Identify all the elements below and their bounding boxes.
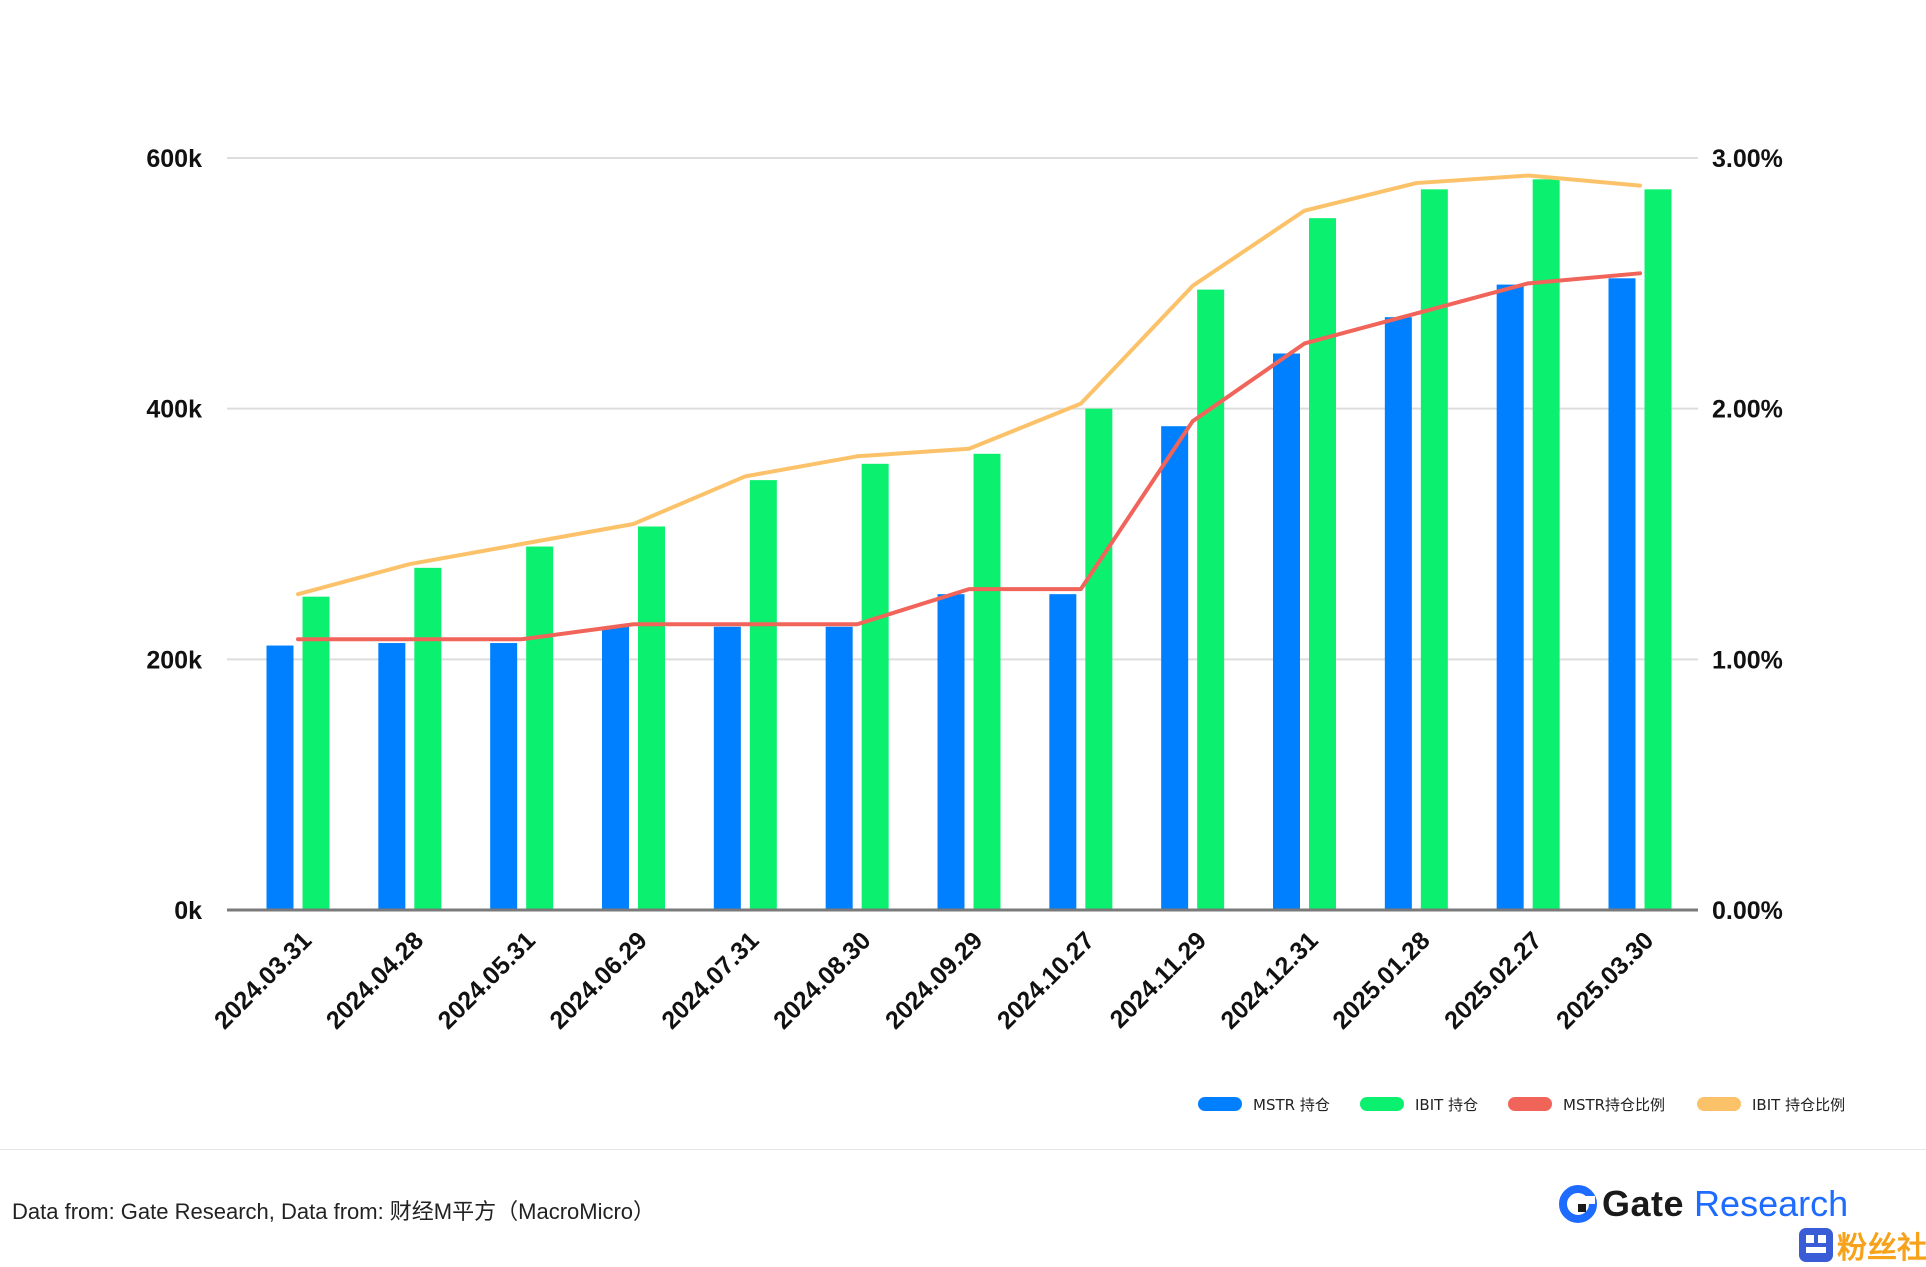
legend-label[interactable]: MSTR 持仓 [1253,1096,1330,1114]
bar-ibit[interactable] [1197,289,1225,911]
bar-ibit[interactable] [526,546,554,910]
bar-mstr[interactable] [266,645,294,910]
brand-gate-text: Gate [1602,1183,1685,1224]
left-axis-tick-label: 600k [146,145,202,173]
bar-mstr[interactable] [1161,426,1189,910]
watermark: 粉丝社区 [1797,1223,1926,1267]
x-axis-tick-label: 2024.09.29 [880,926,988,1034]
bar-mstr[interactable] [825,626,853,910]
ibit-ratio-line[interactable] [296,173,1642,597]
bar-ibit[interactable] [1309,218,1336,910]
bar-ibit[interactable] [302,596,330,910]
bar-ibit[interactable] [1420,189,1448,911]
mstr-ratio-line[interactable] [296,271,1642,642]
bar-mstr[interactable] [1049,594,1077,910]
legend-swatch[interactable] [1360,1097,1404,1111]
legend-label[interactable]: MSTR持仓比例 [1563,1096,1665,1114]
bar-mstr[interactable] [1384,317,1412,910]
data-source-text: Data from: Gate Research, Data from: 财经M… [12,1199,656,1224]
right-axis-tick-label: 2.00% [1712,396,1783,424]
right-axis-tick-label: 3.00% [1712,145,1783,173]
bar-ibit[interactable] [861,463,889,910]
bar-ibit[interactable] [414,567,442,910]
right-axis-tick-label: 0.00% [1712,897,1783,925]
x-axis-tick-label: 2024.03.31 [209,926,317,1034]
watermark-icon [1799,1228,1833,1262]
legend-label[interactable]: IBIT 持仓比例 [1752,1096,1845,1114]
x-axis-tick-label: 2024.07.31 [656,926,764,1034]
bar-ibit[interactable] [749,480,777,910]
bar-mstr[interactable] [490,643,518,910]
legend-label[interactable]: IBIT 持仓 [1415,1096,1478,1114]
grid-lines [227,157,1698,661]
gate-logo-icon [1559,1185,1597,1223]
watermark-text: 粉丝社区 [1837,1232,1926,1265]
bar-mstr[interactable] [937,594,965,910]
x-axis-tick-label: 2024.04.28 [321,926,429,1034]
left-axis-tick-label: 400k [146,396,202,424]
x-axis-tick-label: 2024.05.31 [433,926,541,1034]
x-axis-tick-label: 2025.02.27 [1439,926,1547,1034]
right-axis-tick-label: 1.00% [1712,646,1783,674]
x-axis-tick-label: 2024.06.29 [544,926,652,1034]
bar-mstr[interactable] [1496,284,1524,910]
legend-swatch[interactable] [1198,1097,1242,1111]
bar-ibit[interactable] [1532,179,1560,911]
left-axis-tick-label: 200k [146,646,202,674]
legend-swatch[interactable] [1697,1097,1741,1111]
x-axis-tick-label: 2025.01.28 [1327,926,1435,1034]
x-axis-tick-label: 2024.11.29 [1105,926,1212,1033]
series-lines [296,173,1642,642]
left-axis-tick-label: 0k [174,897,202,925]
x-axis-tick-label: 2025.03.30 [1551,926,1659,1034]
legend[interactable]: MSTR 持仓 IBIT 持仓 MSTR持仓比例 IBIT 持仓比例 [1198,1096,1845,1114]
bar-mstr[interactable] [1273,353,1300,910]
gate-research-logo[interactable]: Gate Research [1558,1183,1848,1225]
bar-mstr[interactable] [1608,278,1636,910]
footer-divider [0,1149,1926,1150]
x-axis-tick-label: 2024.08.30 [768,926,876,1034]
x-axis-tick-label: 2024.10.27 [992,926,1100,1034]
bar-ibit[interactable] [1644,189,1672,911]
brand-research-text: Research [1694,1183,1849,1224]
bar-ibit[interactable] [1085,408,1113,910]
bar-ibit[interactable] [973,453,1001,910]
legend-swatch[interactable] [1508,1097,1552,1111]
bar-mstr[interactable] [713,626,741,910]
bar-mstr[interactable] [602,626,629,910]
x-axis-tick-label: 2024.12.31 [1215,926,1323,1034]
bars [266,179,1672,911]
bar-ibit[interactable] [638,526,665,910]
bar-mstr[interactable] [378,643,406,910]
